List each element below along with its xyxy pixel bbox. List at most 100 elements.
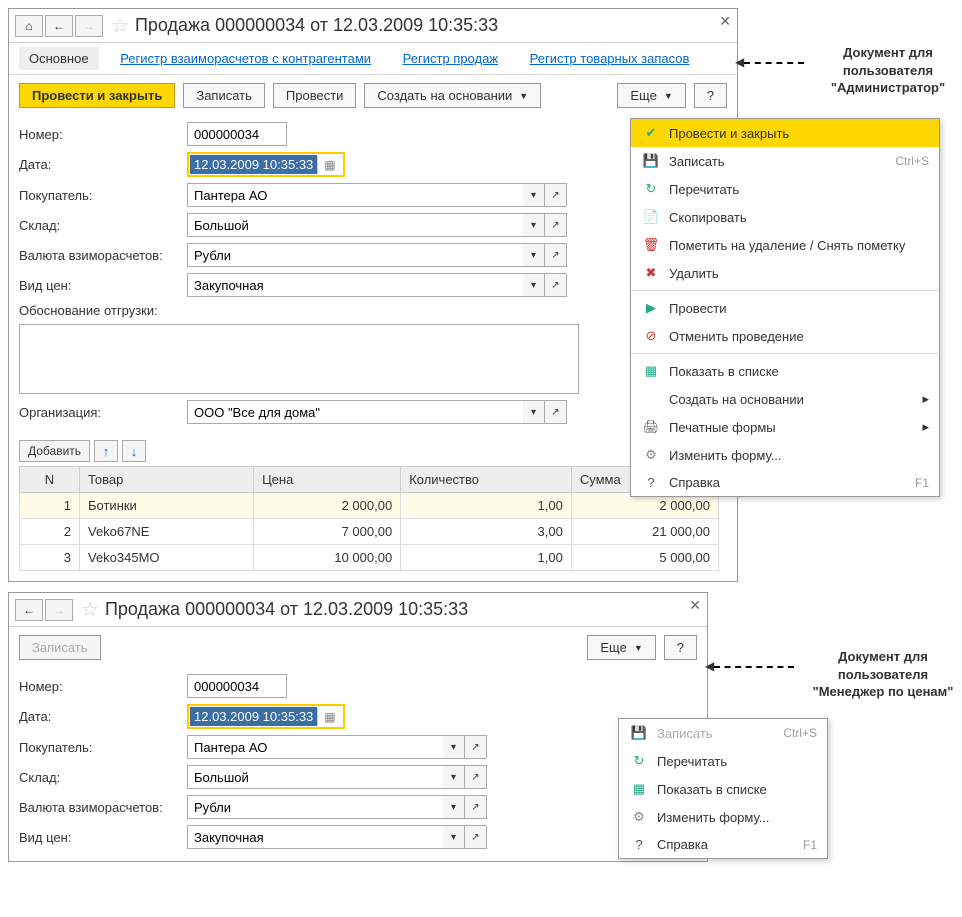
menu-item[interactable]: ⊘Отменить проведение xyxy=(631,322,939,350)
warehouse-input[interactable] xyxy=(187,765,443,789)
menu-item[interactable]: ↻Перечитать xyxy=(619,747,827,775)
warehouse-input[interactable] xyxy=(187,213,523,237)
dropdown-button[interactable]: ▾ xyxy=(523,273,545,297)
date-input[interactable]: 12.03.2009 10:35:33▦ xyxy=(187,152,345,177)
currency-input[interactable] xyxy=(187,243,523,267)
label-pricetype: Вид цен: xyxy=(19,830,187,845)
form-body: Номер: Дата: 12.03.2009 10:35:33▦ Покупа… xyxy=(9,668,707,861)
menu-item[interactable]: ⚙Изменить форму... xyxy=(631,441,939,469)
dropdown-button[interactable]: ▾ xyxy=(523,183,545,207)
dropdown-button[interactable]: ▾ xyxy=(523,243,545,267)
move-up-button[interactable]: ↑ xyxy=(94,440,118,462)
label-date: Дата: xyxy=(19,157,187,172)
open-button[interactable]: ↗ xyxy=(465,765,487,789)
pricetype-input[interactable] xyxy=(187,273,523,297)
open-button[interactable]: ↗ xyxy=(545,400,567,424)
post-button[interactable]: Провести xyxy=(273,83,357,108)
currency-input[interactable] xyxy=(187,795,443,819)
add-row-button[interactable]: Добавить xyxy=(19,440,90,462)
back-button[interactable]: ← xyxy=(15,599,43,621)
buyer-input[interactable] xyxy=(187,183,523,207)
org-input[interactable] xyxy=(187,400,523,424)
open-button[interactable]: ↗ xyxy=(545,213,567,237)
label-currency: Валюта взиморасчетов: xyxy=(19,800,187,815)
tab-main[interactable]: Основное xyxy=(19,47,99,70)
help-button[interactable]: ? xyxy=(664,635,697,660)
tab-reg2[interactable]: Регистр продаж xyxy=(393,47,508,70)
dropdown-button[interactable]: ▾ xyxy=(443,765,465,789)
menu-item[interactable]: 📄Скопировать xyxy=(631,203,939,231)
menu-item[interactable]: ▶Провести xyxy=(631,294,939,322)
home-button[interactable]: ⌂ xyxy=(15,15,43,37)
toolbar: Провести и закрыть Записать Провести Соз… xyxy=(9,75,737,116)
close-button[interactable]: ✕ xyxy=(719,13,731,30)
label-buyer: Покупатель: xyxy=(19,740,187,755)
menu-item[interactable]: ▦Показать в списке xyxy=(631,357,939,385)
save-button[interactable]: Записать xyxy=(183,83,265,108)
tab-reg1[interactable]: Регистр взаиморасчетов с контрагентами xyxy=(110,47,381,70)
open-button[interactable]: ↗ xyxy=(545,183,567,207)
menu-item[interactable]: ?СправкаF1 xyxy=(631,469,939,496)
annotation-arrow xyxy=(714,666,794,668)
dropdown-button[interactable]: ▾ xyxy=(443,735,465,759)
number-input[interactable] xyxy=(187,674,287,698)
number-input[interactable] xyxy=(187,122,287,146)
titlebar: ⌂ ← → ☆ Продажа 000000034 от 12.03.2009 … xyxy=(9,9,737,43)
label-date: Дата: xyxy=(19,709,187,724)
calendar-icon[interactable]: ▦ xyxy=(317,156,341,174)
label-warehouse: Склад: xyxy=(19,218,187,233)
menu-item[interactable]: ✔Провести и закрыть xyxy=(631,119,939,147)
menu-item[interactable]: ▦Показать в списке xyxy=(619,775,827,803)
more-button[interactable]: Еще▼ xyxy=(617,83,685,108)
post-close-button[interactable]: Провести и закрыть xyxy=(19,83,175,108)
label-number: Номер: xyxy=(19,127,187,142)
label-pricetype: Вид цен: xyxy=(19,278,187,293)
justification-textarea[interactable] xyxy=(19,324,579,394)
menu-item[interactable]: 🖨Печатные формы▸ xyxy=(631,413,939,441)
open-button[interactable]: ↗ xyxy=(545,243,567,267)
back-button[interactable]: ← xyxy=(45,15,73,37)
col-price[interactable]: Цена xyxy=(254,467,401,493)
table-row[interactable]: 1Ботинки2 000,001,002 000,00 xyxy=(20,493,719,519)
label-warehouse: Склад: xyxy=(19,770,187,785)
menu-item[interactable]: 🗑Пометить на удаление / Снять пометку xyxy=(631,231,939,259)
table-row[interactable]: 2Veko67NE7 000,003,0021 000,00 xyxy=(20,519,719,545)
date-input[interactable]: 12.03.2009 10:35:33▦ xyxy=(187,704,345,729)
table-row[interactable]: 3Veko345MO10 000,001,005 000,00 xyxy=(20,545,719,571)
open-button[interactable]: ↗ xyxy=(465,735,487,759)
menu-item[interactable]: ⚙Изменить форму... xyxy=(619,803,827,831)
forward-button[interactable]: → xyxy=(75,15,103,37)
buyer-input[interactable] xyxy=(187,735,443,759)
star-icon[interactable]: ☆ xyxy=(81,597,99,622)
menu-item[interactable]: Создать на основании▸ xyxy=(631,385,939,413)
more-button[interactable]: Еще▼ xyxy=(587,635,655,660)
create-on-button[interactable]: Создать на основании▼ xyxy=(364,83,541,108)
open-button[interactable]: ↗ xyxy=(545,273,567,297)
move-down-button[interactable]: ↓ xyxy=(122,440,146,462)
dropdown-button[interactable]: ▾ xyxy=(523,213,545,237)
col-qty[interactable]: Количество xyxy=(401,467,572,493)
annotation-arrow xyxy=(744,62,804,64)
open-button[interactable]: ↗ xyxy=(465,795,487,819)
star-icon[interactable]: ☆ xyxy=(111,13,129,38)
col-n[interactable]: N xyxy=(20,467,80,493)
pricetype-input[interactable] xyxy=(187,825,443,849)
dropdown-button[interactable]: ▾ xyxy=(443,825,465,849)
label-buyer: Покупатель: xyxy=(19,188,187,203)
dropdown-button[interactable]: ▾ xyxy=(523,400,545,424)
menu-item[interactable]: ↻Перечитать xyxy=(631,175,939,203)
form-body: Номер: Дата: 12.03.2009 10:35:33▦ Покупа… xyxy=(9,116,737,436)
dropdown-button[interactable]: ▾ xyxy=(443,795,465,819)
help-button[interactable]: ? xyxy=(694,83,727,108)
open-button[interactable]: ↗ xyxy=(465,825,487,849)
calendar-icon[interactable]: ▦ xyxy=(317,708,341,726)
forward-button[interactable]: → xyxy=(45,599,73,621)
tab-reg3[interactable]: Регистр товарных запасов xyxy=(520,47,700,70)
save-button[interactable]: Записать xyxy=(19,635,101,660)
close-button[interactable]: ✕ xyxy=(689,597,701,614)
menu-item[interactable]: ✖Удалить xyxy=(631,259,939,287)
col-good[interactable]: Товар xyxy=(80,467,254,493)
menu-item[interactable]: ?СправкаF1 xyxy=(619,831,827,858)
menu-item[interactable]: 💾ЗаписатьCtrl+S xyxy=(631,147,939,175)
more-menu-admin: ✔Провести и закрыть💾ЗаписатьCtrl+S↻Переч… xyxy=(630,118,940,497)
